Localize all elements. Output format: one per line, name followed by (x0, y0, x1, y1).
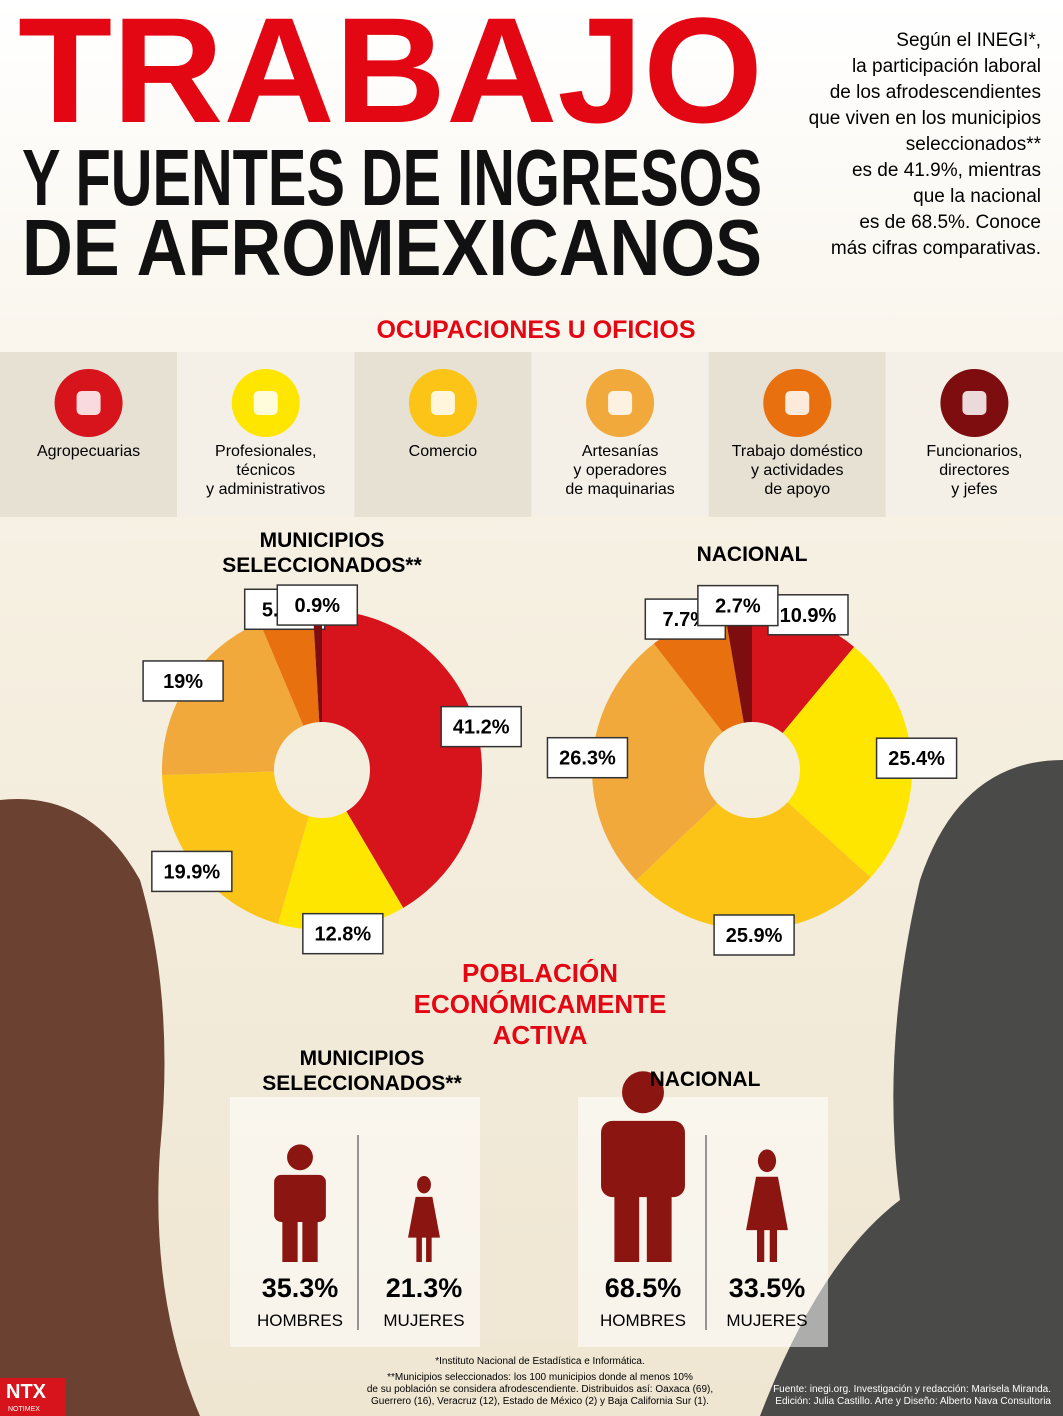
pie-slice (591, 643, 723, 881)
photo-woman (0, 799, 200, 1416)
data-label: 12.8% (314, 924, 371, 946)
chart-title: NACIONAL (649, 1068, 761, 1091)
label-box (276, 584, 359, 626)
category-label: HOMBRES (257, 1311, 343, 1330)
man-icon (601, 1071, 685, 1262)
pie-slice (752, 610, 855, 734)
leg (756, 1227, 765, 1262)
credits: Fuente: inegi.org. Investigación y redac… (773, 1384, 1051, 1407)
pie-slice (259, 610, 320, 726)
footnote: *Instituto Nacional de Estadística e Inf… (435, 1356, 645, 1367)
legend-label: Trabajo doméstico y actividades de apoyo (731, 443, 863, 498)
logo-bg (0, 1378, 66, 1416)
data-label: 10.9% (780, 605, 837, 627)
panel (230, 1097, 480, 1347)
data-label: 33.5% (729, 1273, 806, 1303)
dress (746, 1176, 788, 1231)
head (757, 1149, 777, 1173)
label-box (302, 912, 384, 955)
legend-label: Agropecuarias (36, 443, 141, 460)
photo-man (760, 760, 1063, 1416)
data-label: 21.3% (386, 1273, 463, 1303)
leg (769, 1227, 778, 1262)
body (601, 1120, 685, 1198)
woman-icon (746, 1149, 788, 1262)
leg (302, 1214, 318, 1262)
data-label: 19.9% (163, 861, 220, 883)
chart-title: MUNICIPIOS SELECCIONADOS** (222, 529, 422, 577)
pie-slice (162, 771, 309, 924)
data-label: 26.3% (559, 748, 616, 770)
data-label: 0.9% (295, 595, 341, 617)
data-label: 35.3% (262, 1273, 339, 1303)
label-box (697, 584, 779, 627)
pie-slice (782, 646, 912, 878)
section-title: OCUPACIONES U OFICIOS (376, 316, 695, 344)
section-title: POBLACIÓN ECONÓMICAMENTE ACTIVA (413, 958, 667, 1050)
man-icon (274, 1144, 326, 1262)
category-label: MUJERES (383, 1311, 464, 1330)
leg (614, 1185, 640, 1262)
pie-slice (653, 612, 744, 733)
footnote: **Municipios seleccionados: los 100 muni… (366, 1372, 714, 1407)
data-label: 25.9% (726, 925, 783, 947)
label-box (713, 914, 795, 956)
pie-slice (312, 610, 322, 723)
label-box (767, 594, 849, 636)
category-label: MUJERES (726, 1311, 807, 1330)
pie-slice (636, 802, 871, 930)
label-box (142, 660, 224, 702)
data-label: 2.7% (715, 596, 761, 618)
label-box (875, 737, 958, 779)
head (622, 1071, 664, 1114)
subtitle: Y FUENTES DE INGRESOS (22, 133, 762, 222)
legend-icon-glyph (785, 391, 810, 415)
label-box (151, 850, 233, 893)
dress (408, 1196, 440, 1238)
category-label: HOMBRES (600, 1311, 686, 1330)
legend-label: Funcionarios, directores y jefes (926, 443, 1023, 498)
pie-slice (724, 610, 752, 723)
legend-icon-glyph (430, 391, 455, 415)
chart-title: MUNICIPIOS SELECCIONADOS** (262, 1047, 462, 1095)
legend-label: Artesanías y operadores de maquinarias (565, 443, 675, 498)
woman-icon (408, 1176, 440, 1262)
label-box (546, 736, 629, 779)
data-label: 68.5% (605, 1273, 682, 1303)
legend-icon-glyph (608, 391, 633, 415)
legend-icon-glyph (76, 391, 101, 415)
chart-title: NACIONAL (696, 543, 808, 566)
subtitle: DE AFROMEXICANOS (22, 203, 762, 292)
legend-icon-glyph (962, 391, 987, 415)
label-box (440, 705, 522, 748)
logo: NTX (6, 1381, 47, 1403)
pie-slice (322, 610, 483, 908)
head (287, 1144, 313, 1171)
data-label: 7.7% (663, 609, 709, 631)
legend-label: Profesionales, técnicos y administrativo… (206, 443, 326, 498)
legend-label: Comercio (408, 443, 478, 460)
legend-icon-glyph (253, 391, 278, 415)
logo-sub: NOTIMEX (8, 1406, 40, 1413)
leg (426, 1235, 432, 1262)
leg (282, 1214, 298, 1262)
data-label: 25.4% (888, 748, 945, 770)
data-label: 19% (163, 671, 203, 693)
body (274, 1174, 326, 1222)
pie-slice (162, 622, 304, 776)
intro: Según el INEGI*, la participación labora… (808, 30, 1041, 259)
leg (646, 1185, 672, 1262)
data-label: 41.2% (453, 717, 510, 739)
leg (416, 1235, 422, 1262)
title: TRABAJO (18, 0, 763, 154)
head (417, 1176, 431, 1194)
pie-slice (277, 811, 404, 931)
